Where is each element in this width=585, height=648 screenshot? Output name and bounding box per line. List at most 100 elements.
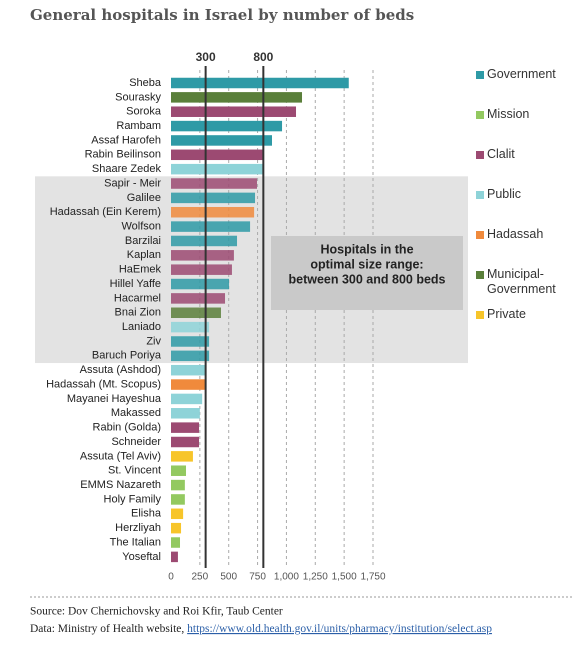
x-tick-label: 1,250 (303, 572, 328, 583)
bar (171, 92, 303, 103)
bar (171, 508, 184, 520)
y-tick-label: Hacarmel (114, 292, 161, 304)
legend-swatch (476, 151, 484, 159)
reference-label: 800 (253, 50, 273, 64)
legend-line: Government (487, 282, 556, 296)
y-tick-label: Sheba (129, 77, 162, 89)
x-tick-label: 1,750 (360, 572, 385, 583)
y-tick-label: Wolfson (121, 221, 161, 233)
y-tick-label: Laniado (122, 321, 161, 333)
bar (171, 422, 200, 433)
x-tick-label: 250 (192, 572, 209, 583)
bar (171, 436, 200, 448)
highlight-label: optimal size range: (310, 257, 423, 271)
y-tick-label: The Italian (110, 536, 161, 548)
legend-line: Hadassah (487, 227, 543, 241)
bar (171, 307, 221, 319)
highlight-label: Hospitals in the (320, 242, 413, 256)
source: Source: Dov Chernichovsky and Roi Kfir, … (30, 606, 283, 618)
bar (171, 178, 257, 189)
legend-line: Clalit (487, 147, 515, 161)
y-tick-label: EMMS Nazareth (80, 479, 161, 491)
bar (171, 350, 210, 362)
y-tick-label: Schneider (111, 436, 161, 448)
bar (171, 235, 238, 247)
data-note: Data: Ministry of Health website, https:… (30, 623, 492, 635)
y-tick-label: Assuta (Tel Aviv) (80, 450, 161, 462)
x-tick-label: 1,500 (332, 572, 357, 583)
data-note-text: Data: Ministry of Health website, (30, 623, 187, 635)
y-tick-label: Soroka (126, 106, 162, 118)
legend-line: Mission (487, 107, 529, 121)
y-tick-label: Yoseftal (122, 551, 161, 563)
highlight-label: between 300 and 800 beds (288, 272, 445, 286)
bar (171, 135, 272, 146)
legend-label: Government (487, 67, 556, 81)
y-tick-label: Shaare Zedek (92, 163, 162, 175)
chart-title: General hospitals in Israel by number of… (30, 6, 414, 24)
bar (171, 106, 297, 117)
bar (171, 321, 210, 333)
legend-label: Municipal-Government (487, 267, 556, 296)
bar (171, 364, 206, 376)
bar (171, 77, 349, 89)
bar (171, 522, 182, 534)
y-tick-label: Sapir - Meir (104, 177, 161, 189)
y-tick-label: Barzilai (125, 235, 161, 247)
bar (171, 465, 187, 476)
legend-label: Mission (487, 107, 529, 121)
y-tick-label: Hillel Yaffe (110, 278, 161, 290)
x-tick-label: 500 (220, 572, 237, 583)
bar (171, 278, 230, 290)
bar (171, 451, 193, 462)
bar (171, 537, 181, 548)
legend-swatch (476, 191, 484, 199)
y-tick-label: Elisha (131, 508, 162, 520)
legend-label: Public (487, 187, 521, 201)
legend-label: Clalit (487, 147, 515, 161)
y-tick-label: Ziv (146, 335, 161, 347)
bar (171, 163, 264, 175)
bar (171, 192, 256, 204)
x-tick-label: 0 (168, 572, 174, 583)
bar (171, 479, 185, 491)
legend-line: Government (487, 67, 556, 81)
y-tick-label: HaEmek (119, 264, 162, 276)
bar (171, 264, 232, 275)
bar (171, 393, 203, 405)
data-url[interactable]: https://www.old.health.gov.il/units/phar… (187, 623, 492, 635)
x-tick-label: 1,000 (274, 572, 299, 583)
y-tick-label: Galilee (127, 192, 161, 204)
y-tick-label: Rambam (116, 120, 161, 132)
legend-swatch (476, 311, 484, 319)
y-tick-label: Assuta (Ashdod) (80, 364, 161, 376)
y-tick-label: Mayanei Hayeshua (67, 393, 162, 405)
legend-label: Hadassah (487, 227, 543, 241)
highlight-box (271, 236, 463, 310)
bar (171, 293, 226, 304)
y-tick-label: Herzliyah (115, 522, 161, 534)
y-tick-label: St. Vincent (108, 465, 161, 477)
legend-line: Municipal- (487, 267, 544, 281)
y-tick-label: Kaplan (127, 249, 161, 261)
bar (171, 551, 178, 563)
legend-line: Private (487, 307, 526, 321)
x-tick-label: 750 (249, 572, 266, 583)
y-tick-label: Rabin Beilinson (85, 149, 161, 161)
bar (171, 206, 255, 218)
legend-swatch (476, 271, 484, 279)
y-tick-label: Sourasky (115, 91, 161, 103)
bar (171, 408, 200, 419)
legend-line: Public (487, 187, 521, 201)
y-tick-label: Hadassah (Ein Kerem) (50, 206, 161, 218)
y-tick-label: Baruch Poriya (92, 350, 162, 362)
legend-label: Private (487, 307, 526, 321)
bar (171, 149, 264, 161)
y-tick-label: Hadassah (Mt. Scopus) (46, 378, 161, 390)
reference-label: 300 (196, 50, 216, 64)
bar (171, 494, 185, 505)
y-tick-label: Rabin (Golda) (93, 422, 161, 434)
y-tick-label: Assaf Harofeh (91, 134, 161, 146)
bar (171, 250, 234, 261)
